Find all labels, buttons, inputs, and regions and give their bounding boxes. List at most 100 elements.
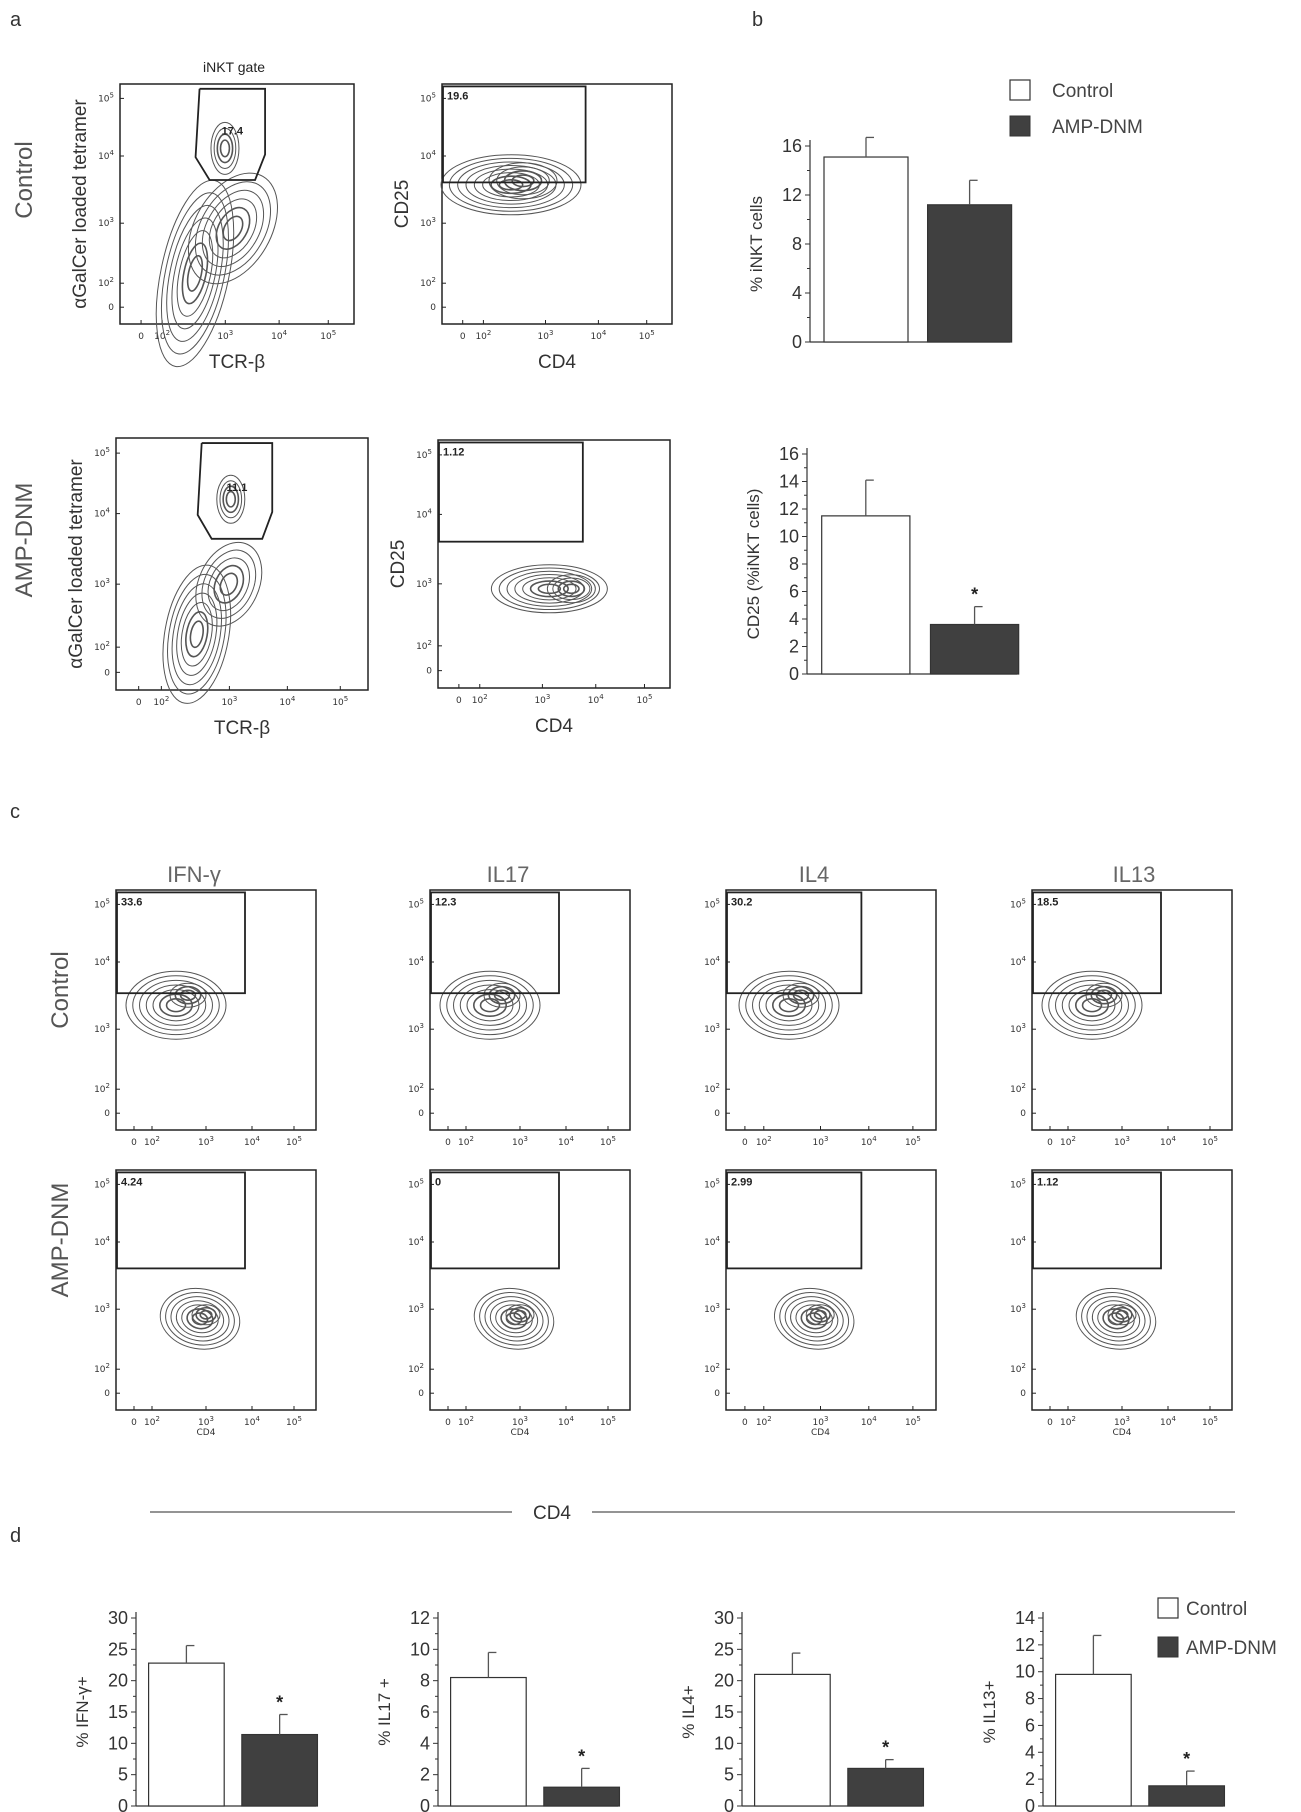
flow-c-r1-c1-gate bbox=[430, 1171, 560, 1270]
bar-chart-3-ytick-1: 2 bbox=[420, 1765, 430, 1785]
flow-control-tcr-contour-0-3 bbox=[171, 217, 219, 330]
flow-c-r1-c3-ytick-2: 103 bbox=[1010, 1302, 1026, 1315]
flow-c-r1-c0-ytick-0: 105 bbox=[94, 1177, 110, 1190]
panel-letter-a: a bbox=[10, 9, 22, 31]
inkt-gate-title: iNKT gate bbox=[203, 59, 265, 75]
flow-c-r0-c2-xtick-4: 105 bbox=[905, 1135, 921, 1148]
flow-c-r0-c2-xtick-2-base: 10 bbox=[813, 1138, 825, 1148]
flow-c-r1-c0-contour-1-0 bbox=[191, 1304, 221, 1326]
flow-c-r0-c3-xtick-0-base: 0 bbox=[1047, 1138, 1053, 1148]
flow-c-r1-c1-contour-1-0 bbox=[505, 1304, 535, 1326]
flow-amp-tcr-contour-1-3 bbox=[213, 564, 245, 604]
flow-amp-tcr-contour-0-0 bbox=[162, 564, 232, 704]
bar-chart-5-ytick-2: 4 bbox=[1025, 1742, 1035, 1762]
flow-c-r0-c1-contour-1-1 bbox=[488, 985, 516, 1005]
flow-c-r1-c2-frame bbox=[725, 1169, 937, 1411]
flow-c-r1-c1-xtick-2-base: 10 bbox=[512, 1418, 524, 1428]
flow-c-r1-c2-ytick-2: 103 bbox=[704, 1302, 720, 1315]
flow-amp-tcr-contour-2-3 bbox=[225, 490, 237, 508]
flow-c-r1-c3-frame bbox=[1031, 1169, 1233, 1411]
flow-c-r1-c2-gate bbox=[726, 1171, 863, 1270]
flow-c-r0-c2-contour-0-2 bbox=[752, 979, 826, 1031]
flow-c-r0-c3-frame bbox=[1031, 889, 1233, 1131]
flow-c-r1-c2-ytick-0-exp: 5 bbox=[716, 1177, 720, 1185]
flow-c-r0-c3-xtick-3-exp: 4 bbox=[1171, 1135, 1176, 1143]
panel-letter-d: d bbox=[10, 1525, 21, 1547]
flow-c-r0-c3-contour-0-6 bbox=[1081, 997, 1103, 1013]
flow-amp-cd25-frame bbox=[437, 439, 671, 689]
flow-c-r0-c3-xtick-1: 102 bbox=[1060, 1135, 1076, 1148]
bar-chart-5-ytick-3: 6 bbox=[1025, 1715, 1035, 1735]
flow-c-r0-c2-gate-value: 30.2 bbox=[731, 896, 752, 908]
flow-c-r0-c1-xtick-1-base: 10 bbox=[458, 1138, 470, 1148]
column-title-ifn: IFN-γ bbox=[167, 862, 221, 887]
flow-c-r0-c2-contour-0-3 bbox=[758, 984, 820, 1026]
flow-amp-cd25-ytick-1: 104 bbox=[416, 507, 432, 520]
flow-c-r1-c3-ytick-1-exp: 4 bbox=[1022, 1235, 1027, 1243]
cd4-axis-label: CD4 bbox=[533, 1503, 571, 1524]
flow-control-cd25-contour-0-2 bbox=[457, 161, 565, 209]
flow-amp-cd25-ytick-2-exp: 3 bbox=[428, 577, 432, 585]
flow-c-r1-c1-contour-0-0 bbox=[473, 1287, 555, 1350]
flow-c-r1-c3-xtick-1-exp: 2 bbox=[1071, 1415, 1075, 1423]
flow-c-r0-c2-frame bbox=[725, 889, 937, 1131]
flow-c-r0-c2-ytick-4-base: 0 bbox=[714, 1109, 720, 1119]
flow-amp-cd25-contour-0-2 bbox=[506, 570, 593, 607]
flow-control-tcr-ytick-2-exp: 3 bbox=[110, 216, 114, 224]
flow-control-tcr-ytick-3-base: 10 bbox=[98, 279, 110, 289]
flow-c-r1-c0-ytick-1-base: 10 bbox=[94, 1238, 106, 1248]
flow-c-r0-c1-contour-1-0 bbox=[483, 982, 521, 1008]
flow-amp-cd25-xtick-4-exp: 5 bbox=[648, 693, 652, 701]
bar-chart-1-bar-1 bbox=[929, 623, 1020, 675]
flow-c-r1-c3-xtick-3-base: 10 bbox=[1160, 1418, 1172, 1428]
flow-c-r1-c0-xtick-0-base: 0 bbox=[131, 1418, 137, 1428]
flow-control-cd25-ytick-3-base: 10 bbox=[420, 279, 432, 289]
flow-amp-tcr-contour-2-1 bbox=[219, 480, 243, 519]
flow-control-tcr-xtick-3-base: 10 bbox=[271, 332, 283, 342]
bar-chart-4-ytick-6: 30 bbox=[714, 1608, 734, 1628]
flow-amp-tcr-xtick-2-base: 10 bbox=[221, 698, 233, 708]
flow-c-r0-c2-ytick-3-exp: 2 bbox=[716, 1082, 720, 1090]
bar-chart-1-bar-0 bbox=[821, 515, 911, 675]
flow-c-r0-c1-contour-0-0 bbox=[439, 970, 541, 1040]
flow-c-r0-c3-ytick-3: 102 bbox=[1010, 1082, 1026, 1095]
flow-c-r1-c2-ytick-1-exp: 4 bbox=[716, 1235, 721, 1243]
bar-chart-4-ytick-3: 15 bbox=[714, 1702, 734, 1722]
flow-amp-tcr-xtick-2: 103 bbox=[221, 695, 237, 708]
flow-c-r0-c3-xtick-4: 105 bbox=[1202, 1135, 1218, 1148]
flow-amp-cd25-contour-0-0 bbox=[490, 564, 608, 614]
flow-control-tcr-xtick-3-exp: 4 bbox=[283, 329, 288, 337]
flow-c-r1-c1-ytick-4-base: 0 bbox=[418, 1389, 424, 1399]
bar-chart-0-bar-0 bbox=[823, 156, 909, 343]
flow-c-r1-c1-xtick-1-exp: 2 bbox=[469, 1415, 473, 1423]
flow-c-r1-c0-contour-0-2 bbox=[170, 1296, 230, 1342]
bar-chart-1-ytick-8: 16 bbox=[779, 444, 799, 464]
flow-amp-tcr-xtick-3-base: 10 bbox=[279, 698, 291, 708]
flow-amp-cd25-xtick-2: 103 bbox=[534, 693, 550, 706]
flow-amp-tcr-ytick-3-base: 10 bbox=[94, 643, 106, 653]
flow-c-r0-c1-contour-0-1 bbox=[446, 975, 534, 1036]
legend-swatch-control bbox=[1009, 79, 1031, 101]
bar-chart-3-ytick-4: 8 bbox=[420, 1671, 430, 1691]
legend-label-treated: AMP-DNM bbox=[1052, 117, 1143, 138]
flow-c-r0-c1-xtick-3-exp: 4 bbox=[569, 1135, 574, 1143]
flow-amp-tcr-ytick-1-base: 10 bbox=[94, 510, 106, 520]
bar-chart-5-bar-1 bbox=[1148, 1785, 1226, 1807]
flow-c-r1-c1-ytick-3: 102 bbox=[408, 1362, 424, 1375]
flow-amp-tcr-contour-0-5 bbox=[185, 611, 209, 658]
flow-c-r1-c2-ytick-3: 102 bbox=[704, 1362, 720, 1375]
flow-c-r0-c3-ytick-4: 0 bbox=[1020, 1109, 1026, 1119]
flow-amp-tcr-xlabel: TCR-β bbox=[214, 718, 270, 739]
bar-chart-1-ylabel: CD25 (%iNKT cells) bbox=[744, 489, 763, 640]
flow-c-r1-c3-contour-0-0 bbox=[1075, 1287, 1157, 1350]
flow-amp-tcr-ytick-0-base: 10 bbox=[94, 449, 106, 459]
flow-c-r0-c1-ytick-4: 0 bbox=[418, 1109, 424, 1119]
bar-chart-1-ytick-3: 6 bbox=[789, 582, 799, 602]
flow-c-r0-c0-contour-1-1 bbox=[174, 985, 202, 1005]
column-title-il4: IL4 bbox=[799, 862, 830, 887]
flow-c-r0-c1-xtick-4-exp: 5 bbox=[611, 1135, 615, 1143]
flow-c-r1-c1-ytick-3-exp: 2 bbox=[420, 1362, 424, 1370]
flow-c-r1-c1-ytick-2: 103 bbox=[408, 1302, 424, 1315]
